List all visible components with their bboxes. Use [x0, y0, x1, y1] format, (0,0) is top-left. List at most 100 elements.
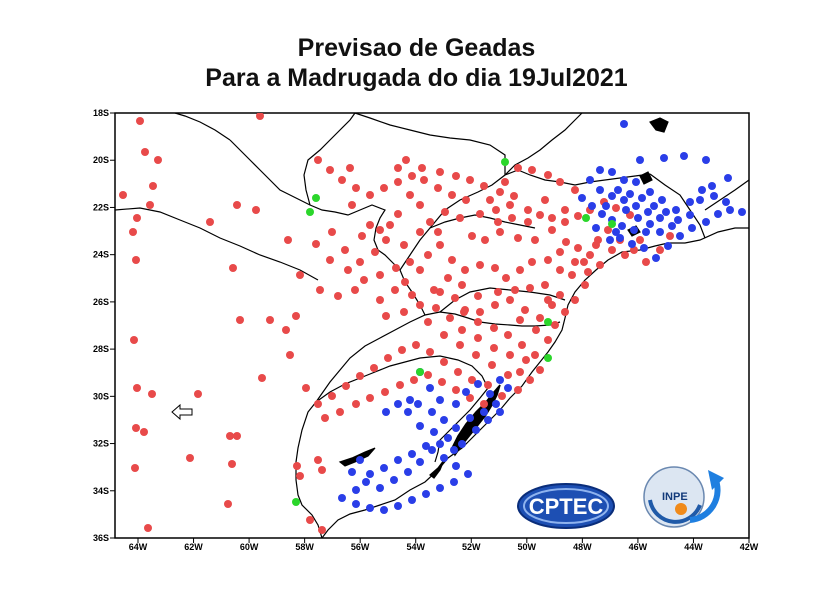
strong-frost-point — [452, 400, 460, 408]
strong-frost-point — [646, 188, 654, 196]
frost-point — [424, 251, 432, 259]
frost-point — [394, 164, 402, 172]
frost-point — [516, 266, 524, 274]
strong-frost-point — [408, 496, 416, 504]
frost-point — [488, 361, 496, 369]
frost-point — [129, 228, 137, 236]
frost-point — [468, 376, 476, 384]
frost-point — [376, 226, 384, 234]
strong-frost-point — [632, 202, 640, 210]
y-tick-label: 22S — [93, 202, 109, 212]
strong-frost-point — [436, 484, 444, 492]
frost-point — [316, 286, 324, 294]
strong-frost-point — [430, 428, 438, 436]
frost-point — [293, 462, 301, 470]
strong-frost-point — [614, 186, 622, 194]
strong-frost-point — [436, 440, 444, 448]
frost-point — [256, 113, 264, 120]
strong-frost-point — [608, 192, 616, 200]
frost-point — [574, 244, 582, 252]
frost-point — [491, 264, 499, 272]
strong-frost-point — [422, 442, 430, 450]
frost-point — [441, 208, 449, 216]
frost-point — [506, 296, 514, 304]
frost-point — [312, 240, 320, 248]
strong-frost-point — [608, 168, 616, 176]
strong-frost-point — [452, 424, 460, 432]
strong-frost-point — [636, 156, 644, 164]
strong-frost-point — [496, 408, 504, 416]
frost-point — [318, 466, 326, 474]
frost-point — [371, 248, 379, 256]
frost-point — [496, 228, 504, 236]
frost-point — [454, 368, 462, 376]
frost-point — [408, 291, 416, 299]
frost-point — [521, 306, 529, 314]
frost-point — [452, 386, 460, 394]
frost-point — [492, 206, 500, 214]
frost-point — [144, 524, 152, 532]
frost-point — [541, 196, 549, 204]
strong-frost-point — [680, 152, 688, 160]
frost-point — [258, 374, 266, 382]
frost-point — [580, 258, 588, 266]
green-point — [312, 194, 320, 202]
frost-point — [426, 348, 434, 356]
frost-point — [370, 364, 378, 372]
frost-point — [133, 214, 141, 222]
frost-point — [556, 178, 564, 186]
frost-point — [448, 191, 456, 199]
y-tick-label: 24S — [93, 250, 109, 260]
frost-point — [504, 331, 512, 339]
frost-point — [424, 371, 432, 379]
strong-frost-point — [436, 396, 444, 404]
frost-point — [501, 178, 509, 186]
frost-point — [510, 192, 518, 200]
bolivia-border — [174, 113, 231, 141]
frost-point — [400, 241, 408, 249]
frost-point — [586, 251, 594, 259]
strong-frost-point — [390, 476, 398, 484]
frost-point — [604, 226, 612, 234]
frost-point — [346, 164, 354, 172]
strong-frost-point — [656, 228, 664, 236]
frost-point — [556, 291, 564, 299]
x-tick-label: 50W — [518, 542, 537, 552]
strong-frost-point — [644, 208, 652, 216]
strong-frost-point — [352, 500, 360, 508]
frost-point — [386, 221, 394, 229]
frost-point — [532, 326, 540, 334]
strong-frost-point — [618, 222, 626, 230]
frost-point — [581, 281, 589, 289]
strong-frost-point — [638, 194, 646, 202]
strong-frost-point — [394, 400, 402, 408]
frost-point — [391, 286, 399, 294]
frost-point — [226, 432, 234, 440]
frost-point — [410, 376, 418, 384]
frost-point — [472, 351, 480, 359]
frost-point — [524, 218, 532, 226]
strong-frost-point — [588, 202, 596, 210]
frost-point — [561, 308, 569, 316]
frost-point — [148, 390, 156, 398]
frost-point — [321, 414, 329, 422]
strong-frost-point — [504, 384, 512, 392]
strong-frost-point — [658, 196, 666, 204]
es-mg — [704, 179, 749, 211]
frost-point — [462, 196, 470, 204]
x-tick-label: 62W — [184, 542, 203, 552]
ms-border — [354, 113, 506, 175]
strong-frost-point — [382, 408, 390, 416]
frost-point — [452, 172, 460, 180]
frost-point — [484, 381, 492, 389]
green-point — [544, 354, 552, 362]
frost-point — [236, 316, 244, 324]
strong-frost-point — [376, 484, 384, 492]
strong-frost-point — [620, 120, 628, 128]
frost-point — [436, 241, 444, 249]
strong-frost-point — [428, 408, 436, 416]
frost-point — [402, 156, 410, 164]
frost-point — [416, 301, 424, 309]
lagoa-mirim — [429, 459, 445, 479]
strong-frost-point — [394, 502, 402, 510]
